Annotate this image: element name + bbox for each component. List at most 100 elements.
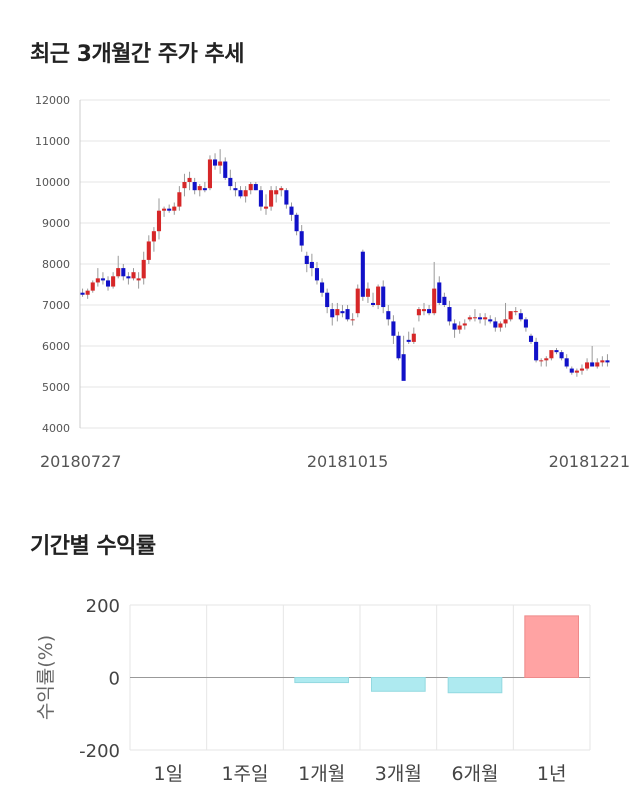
candle — [391, 315, 396, 344]
candle — [493, 317, 498, 332]
candle — [498, 321, 503, 332]
candle-body — [355, 288, 360, 314]
candle-body — [274, 190, 279, 195]
candle-body — [100, 278, 105, 281]
candle — [534, 337, 539, 363]
candle-body — [304, 255, 309, 264]
candle-body — [95, 278, 100, 283]
candle — [483, 313, 488, 326]
candle-body — [340, 311, 345, 314]
candle — [299, 225, 304, 252]
candle-body — [595, 362, 600, 367]
candle-body — [432, 288, 437, 314]
candle-body — [325, 292, 330, 308]
candle-body — [289, 206, 294, 215]
candle-body — [396, 335, 401, 359]
category-label: 6개월 — [451, 763, 498, 785]
candle-body — [105, 280, 111, 287]
candle — [116, 255, 121, 279]
candle — [370, 292, 376, 308]
candle-body — [238, 190, 243, 197]
candle-body — [141, 259, 146, 279]
candle-body — [131, 272, 136, 279]
candle-body — [299, 231, 304, 246]
candle-body — [345, 309, 350, 320]
y-axis-label: 수익률(%) — [35, 635, 57, 720]
candle-body — [146, 241, 151, 260]
candle — [411, 327, 416, 344]
candle — [192, 177, 197, 195]
candle — [396, 331, 401, 361]
candle — [447, 300, 452, 326]
candle-body — [202, 188, 207, 191]
candle-body — [136, 278, 141, 281]
candle-body — [187, 177, 192, 182]
candle-body — [513, 311, 518, 313]
candle — [162, 206, 167, 217]
candle-body — [213, 159, 218, 166]
candle — [421, 302, 427, 316]
y-tick-label: 7000 — [42, 299, 70, 312]
candle-body — [590, 362, 595, 367]
candle — [365, 282, 370, 303]
candle-body — [370, 302, 376, 305]
candle — [518, 309, 523, 322]
y-tick-label: 8000 — [42, 258, 70, 271]
candle-body — [559, 352, 564, 359]
candle-body — [223, 161, 228, 178]
candle — [549, 350, 554, 361]
candle — [406, 331, 411, 344]
candle-body — [111, 276, 116, 287]
y-tick-label: 4000 — [42, 422, 70, 435]
candle-body — [248, 184, 253, 191]
candle — [467, 315, 472, 322]
y-tick-label: 12000 — [35, 94, 70, 107]
candle — [462, 319, 467, 330]
candle-body — [600, 360, 605, 363]
candle — [156, 198, 162, 240]
candle-body — [156, 210, 162, 232]
candle-body — [467, 317, 472, 320]
candle-body — [523, 319, 528, 328]
candle-body — [528, 335, 534, 342]
candle — [182, 173, 187, 197]
candle-body — [564, 358, 569, 367]
x-tick-label: 20181221 — [549, 452, 630, 471]
candle-body — [442, 296, 447, 305]
candle — [284, 188, 289, 209]
candle-body — [508, 311, 513, 320]
return-bar — [294, 677, 350, 684]
candle — [258, 186, 263, 211]
candle — [304, 251, 309, 273]
candle-body — [126, 276, 131, 279]
candle — [218, 149, 223, 174]
candle-body — [574, 370, 579, 373]
candle-body — [478, 317, 483, 320]
candle — [131, 268, 136, 281]
candle-body — [207, 159, 212, 189]
candle — [202, 182, 207, 193]
candle-body — [585, 362, 590, 369]
candle-body — [579, 368, 585, 371]
candle-body — [192, 182, 197, 191]
candle — [187, 171, 192, 191]
candle-body — [121, 268, 126, 277]
candle-body — [365, 288, 370, 297]
candle — [294, 212, 299, 236]
candle — [213, 153, 218, 170]
candle-body — [391, 321, 396, 336]
candle-body — [172, 206, 177, 211]
candle-body — [243, 190, 248, 197]
candle — [167, 204, 172, 213]
candle-body — [294, 214, 299, 232]
candle-body — [457, 325, 462, 330]
candle-body — [421, 309, 427, 312]
candle-body — [549, 350, 554, 359]
category-label: 3개월 — [375, 763, 422, 785]
candle — [279, 186, 284, 197]
candle — [141, 251, 146, 285]
candle-body — [80, 292, 85, 295]
candle-body — [534, 341, 539, 361]
candle — [503, 302, 508, 328]
candle — [355, 284, 360, 318]
